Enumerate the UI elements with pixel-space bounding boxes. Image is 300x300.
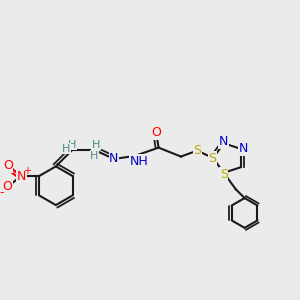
Text: +: + bbox=[22, 166, 31, 176]
Text: N: N bbox=[239, 142, 248, 155]
Text: S: S bbox=[193, 144, 201, 157]
Text: O: O bbox=[3, 159, 13, 172]
Text: S: S bbox=[220, 168, 228, 181]
Text: N: N bbox=[219, 135, 228, 148]
Text: N: N bbox=[16, 169, 26, 183]
Text: H: H bbox=[62, 143, 70, 154]
Text: -: - bbox=[0, 187, 4, 200]
Text: O: O bbox=[151, 126, 161, 139]
Text: H: H bbox=[68, 140, 76, 150]
Text: O: O bbox=[2, 180, 12, 193]
Text: N: N bbox=[109, 152, 119, 165]
Text: NH: NH bbox=[130, 155, 148, 168]
Text: S: S bbox=[208, 152, 217, 164]
Text: H: H bbox=[90, 151, 99, 161]
Text: H: H bbox=[92, 140, 100, 150]
